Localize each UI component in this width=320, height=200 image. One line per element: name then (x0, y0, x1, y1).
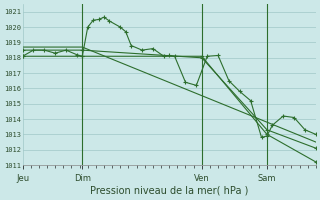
X-axis label: Pression niveau de la mer( hPa ): Pression niveau de la mer( hPa ) (90, 186, 248, 196)
